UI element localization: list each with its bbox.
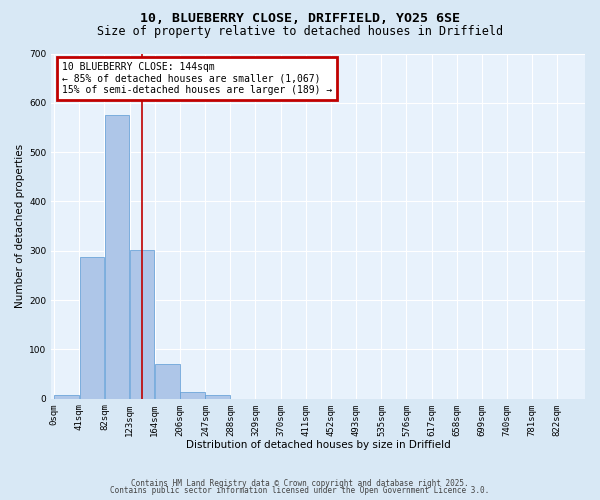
Text: Size of property relative to detached houses in Driffield: Size of property relative to detached ho… (97, 25, 503, 38)
Bar (155, 364, 179, 398)
Bar (55, 396, 79, 398)
X-axis label: Distribution of detached houses by size in Driffield: Distribution of detached houses by size … (186, 440, 451, 450)
Bar (130, 250, 154, 398)
Y-axis label: Number of detached properties: Number of detached properties (15, 144, 25, 308)
Bar (104, 115, 130, 399)
Text: 10 BLUEBERRY CLOSE: 144sqm
← 85% of detached houses are smaller (1,067)
15% of s: 10 BLUEBERRY CLOSE: 144sqm ← 85% of deta… (62, 62, 332, 96)
Bar (205, 395, 230, 398)
Bar (80, 256, 104, 398)
Text: Contains HM Land Registry data © Crown copyright and database right 2025.: Contains HM Land Registry data © Crown c… (131, 478, 469, 488)
Text: 10, BLUEBERRY CLOSE, DRIFFIELD, YO25 6SE: 10, BLUEBERRY CLOSE, DRIFFIELD, YO25 6SE (140, 12, 460, 26)
Bar (181, 392, 205, 398)
Text: Contains public sector information licensed under the Open Government Licence 3.: Contains public sector information licen… (110, 486, 490, 495)
